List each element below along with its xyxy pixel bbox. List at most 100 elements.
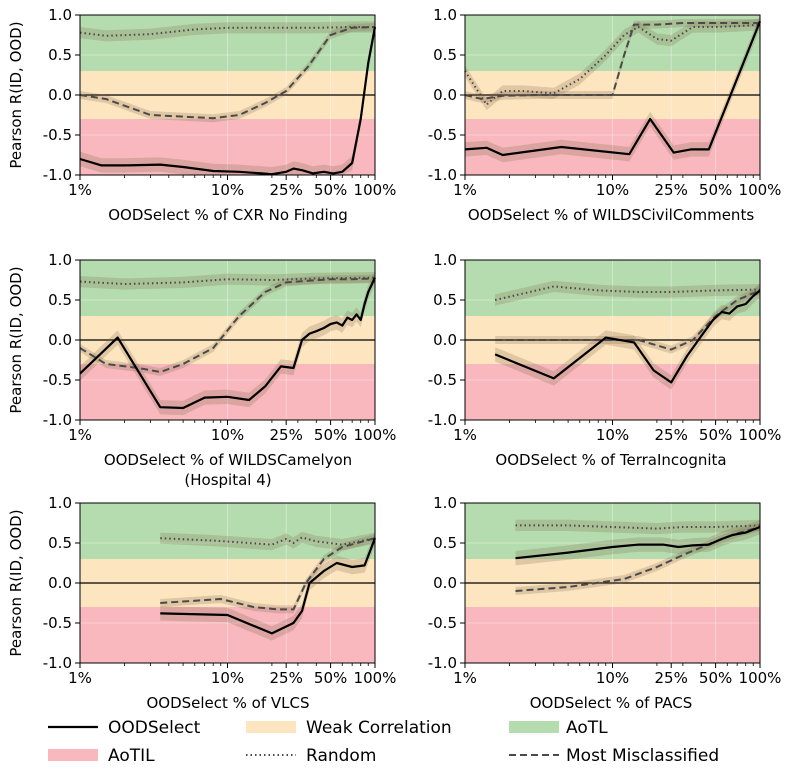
aotil-region bbox=[465, 364, 760, 420]
aotl-region bbox=[80, 503, 375, 559]
x-tick-label: 50% bbox=[314, 426, 347, 444]
y-tick-label: -0.5 bbox=[43, 126, 72, 144]
y-axis-label: Pearson R(ID, OOD) bbox=[7, 21, 25, 168]
y-tick-label: -0.5 bbox=[43, 614, 72, 632]
plot-area: 1.0 0.5 0.0 -0.5 -1.01% 10% 25% 50% 100% bbox=[43, 251, 397, 444]
y-tick-label: -1.0 bbox=[43, 411, 72, 429]
panel-terra-incognita: 1.0 0.5 0.0 -0.5 -1.01% 10% 25% 50% 100% OODSele… bbox=[428, 251, 782, 469]
x-tick-label: 100% bbox=[739, 669, 782, 687]
x-axis-label: OODSelect % of WILDSCivilComments bbox=[468, 206, 754, 224]
x-tick-label: 25% bbox=[655, 181, 688, 199]
oodselect-confidence-band bbox=[160, 531, 375, 641]
y-tick-label: 1.0 bbox=[48, 251, 72, 269]
x-tick-label: 50% bbox=[699, 426, 732, 444]
y-tick-label: 0.0 bbox=[48, 86, 72, 104]
oodselect-series-line bbox=[494, 289, 761, 384]
x-tick-label: 100% bbox=[354, 181, 397, 199]
legend-label-random: Random bbox=[306, 746, 376, 766]
legend-label-aotl: AoTL bbox=[566, 718, 608, 738]
aotl-region bbox=[465, 260, 760, 316]
random-confidence-band bbox=[465, 19, 760, 111]
x-axis-label: OODSelect % of WILDSCamelyon bbox=[104, 451, 352, 469]
plot-area: 1.0 0.5 0.0 -0.5 -1.01% 10% 25% 50% 100% bbox=[428, 494, 782, 687]
oodselect-confidence-band bbox=[80, 19, 375, 175]
y-tick-label: 0.0 bbox=[433, 574, 457, 592]
x-tick-label: 25% bbox=[270, 181, 303, 199]
misclassified-confidence-band bbox=[515, 523, 760, 595]
x-tick-label: 10% bbox=[211, 181, 244, 199]
plot-area: 1.0 0.5 0.0 -0.5 -1.01% 10% 25% 50% 100% bbox=[428, 251, 782, 444]
random-series-line bbox=[79, 26, 375, 37]
aotil-region bbox=[80, 607, 375, 663]
legend-label-aotil: AoTIL bbox=[108, 746, 155, 766]
x-tick-label: 50% bbox=[314, 669, 347, 687]
aotil-region bbox=[465, 607, 760, 663]
y-tick-label: 0.0 bbox=[48, 574, 72, 592]
misclassified-confidence-band bbox=[465, 19, 760, 103]
legend: OODSelect Weak Correlation AoTL AoTIL Ra… bbox=[48, 718, 719, 766]
legend-label-weak-correlation: Weak Correlation bbox=[306, 718, 452, 738]
plot-area: 1.0 0.5 0.0 -0.5 -1.01% 10% 25% 50% 100% bbox=[43, 6, 397, 199]
oodselect-confidence-band bbox=[515, 519, 760, 566]
oodselect-series-line bbox=[160, 537, 377, 635]
misclassified-confidence-band bbox=[495, 286, 760, 354]
y-tick-label: -0.5 bbox=[43, 371, 72, 389]
x-axis-label-line2: (Hospital 4) bbox=[184, 471, 271, 489]
random-confidence-band bbox=[80, 21, 375, 42]
y-tick-label: 0.5 bbox=[433, 534, 457, 552]
y-tick-label: 0.5 bbox=[48, 291, 72, 309]
y-tick-label: 0.5 bbox=[48, 46, 72, 64]
misclassified-series-line bbox=[160, 537, 376, 611]
misclassified-confidence-band bbox=[80, 274, 375, 376]
y-tick-label: 0.0 bbox=[433, 86, 457, 104]
y-tick-label: -1.0 bbox=[428, 166, 457, 184]
aotl-region bbox=[80, 260, 375, 316]
x-tick-label: 100% bbox=[739, 181, 782, 199]
legend-item-aotil: AoTIL bbox=[48, 746, 155, 766]
x-tick-label: 10% bbox=[596, 181, 629, 199]
oodselect-series-line bbox=[464, 20, 762, 157]
legend-item-random: Random bbox=[246, 746, 376, 766]
x-tick-label: 50% bbox=[699, 669, 732, 687]
x-tick-label: 10% bbox=[596, 426, 629, 444]
y-tick-label: -1.0 bbox=[428, 654, 457, 672]
x-tick-label: 25% bbox=[655, 669, 688, 687]
x-axis-label: OODSelect % of PACS bbox=[530, 694, 693, 712]
y-tick-label: -0.5 bbox=[428, 614, 457, 632]
panel-wilds-camelyon: 1.0 0.5 0.0 -0.5 -1.01% 10% 25% 50% 100% Pearson… bbox=[7, 251, 396, 489]
x-tick-label: 10% bbox=[211, 426, 244, 444]
random-series-line bbox=[464, 23, 761, 106]
y-tick-label: 1.0 bbox=[48, 494, 72, 512]
y-tick-label: -1.0 bbox=[428, 411, 457, 429]
y-tick-label: 0.0 bbox=[433, 331, 457, 349]
random-confidence-band bbox=[160, 531, 375, 551]
y-tick-label: 1.0 bbox=[433, 6, 457, 24]
x-tick-label: 25% bbox=[655, 426, 688, 444]
legend-swatch-aotil bbox=[48, 749, 98, 761]
x-tick-label: 1% bbox=[453, 426, 477, 444]
aotil-region bbox=[80, 364, 375, 420]
aotl-region bbox=[465, 503, 760, 559]
misclassified-series-line bbox=[79, 277, 376, 373]
legend-swatch-aotl bbox=[509, 721, 559, 733]
x-tick-label: 25% bbox=[270, 426, 303, 444]
panel-cxr-no-finding: 1.0 0.5 0.0 -0.5 -1.01% 10% 25% 50% 100% Pearson… bbox=[7, 6, 396, 224]
y-tick-label: 0.5 bbox=[48, 534, 72, 552]
x-tick-label: 100% bbox=[354, 426, 397, 444]
panel-pacs: 1.0 0.5 0.0 -0.5 -1.01% 10% 25% 50% 100% OODSele… bbox=[428, 494, 782, 712]
y-tick-label: -0.5 bbox=[428, 371, 457, 389]
x-tick-label: 50% bbox=[699, 181, 732, 199]
x-tick-label: 10% bbox=[211, 669, 244, 687]
legend-item-weak-correlation: Weak Correlation bbox=[246, 718, 452, 738]
legend-swatch-weak-correlation bbox=[246, 721, 296, 733]
random-series-line bbox=[160, 536, 376, 546]
x-tick-label: 1% bbox=[68, 181, 92, 199]
legend-item-oodselect: OODSelect bbox=[48, 718, 201, 738]
x-tick-label: 100% bbox=[354, 669, 397, 687]
y-tick-label: -0.5 bbox=[428, 126, 457, 144]
oodselect-series-line bbox=[79, 26, 377, 176]
plot-area: 1.0 0.5 0.0 -0.5 -1.01% 10% 25% 50% 100% bbox=[43, 494, 397, 687]
misclassified-series-line bbox=[464, 22, 760, 100]
y-tick-label: 1.0 bbox=[433, 494, 457, 512]
